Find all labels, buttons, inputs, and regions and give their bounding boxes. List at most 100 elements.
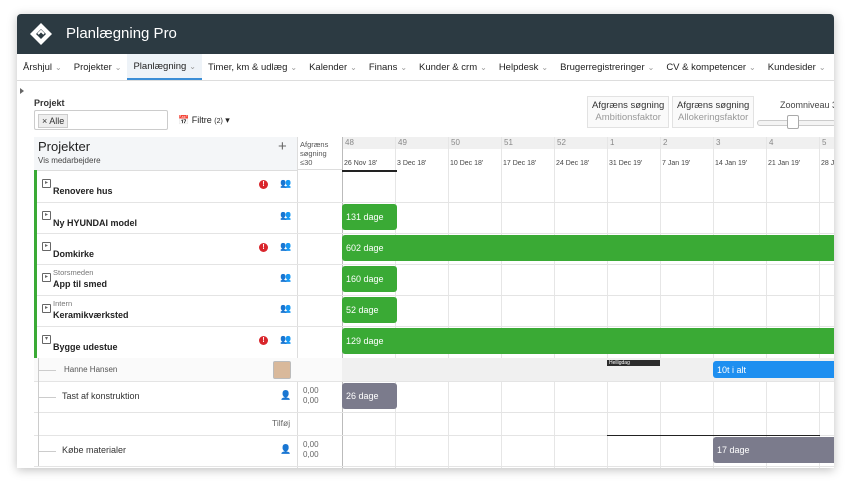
nav-item[interactable]: Rapporter & væ⌄	[832, 54, 834, 80]
avatar	[273, 361, 291, 379]
nav-item[interactable]: Kundesider ⌄	[762, 54, 832, 80]
project-name[interactable]: Renovere hus	[53, 186, 113, 196]
nav-text: Finans	[368, 61, 398, 73]
period-line	[607, 435, 820, 436]
nav-item[interactable]: Årshjul ⌄	[17, 54, 68, 80]
tree-branch	[38, 396, 56, 398]
week-date: 7 Jan 19'	[662, 160, 691, 167]
filter-count: (2)	[214, 118, 223, 125]
nav-item[interactable]: Kunder & crm ⌄	[413, 54, 493, 80]
search-button[interactable]: Afgræns søgning Ambitionsfaktor	[587, 96, 670, 128]
grid-row: ▸ Storsmeden App til smed 👥 160 dage	[34, 264, 834, 296]
hours-value: 0,00	[303, 386, 319, 395]
status-stripe	[34, 264, 37, 295]
client-name: Intern	[53, 299, 73, 308]
zoom-handle[interactable]	[787, 115, 799, 129]
nav-bar: Årshjul ⌄ Projekter ⌄ Planlægning ⌄ Timer, km …	[17, 54, 834, 81]
tag[interactable]: × Alle	[38, 114, 69, 128]
expand-icon[interactable]: ▾	[42, 335, 51, 344]
nav-text: Kalender	[309, 61, 348, 73]
nav-item[interactable]: Projekter ⌄	[68, 54, 128, 80]
nav-text: Projekter	[73, 61, 112, 73]
week-date: 28 Ja	[821, 160, 834, 167]
nav-text: Kunder & crm	[419, 61, 478, 73]
project-name[interactable]: Domkirke	[53, 249, 95, 259]
nav-item[interactable]: Timer, km & udlæg ⌄	[202, 54, 303, 80]
status-stripe	[34, 170, 37, 202]
week-date: 3 Dec 18'	[397, 160, 427, 167]
expand-icon[interactable]: ▸	[42, 179, 51, 188]
grid-row: Tilføj	[34, 412, 834, 436]
chevron: ⌄	[55, 62, 62, 72]
status-stripe	[34, 295, 37, 326]
filter-button[interactable]: 📅 Filtre (2) ▾	[178, 115, 230, 125]
column-line	[501, 137, 502, 468]
hours-value: 0,00	[303, 396, 319, 405]
nav-item[interactable]: Kalender ⌄	[303, 54, 363, 80]
button-title: Afgræns søgning	[677, 100, 750, 111]
nav-item[interactable]: Finans ⌄	[363, 54, 413, 80]
task-name[interactable]: Købe materialer	[62, 445, 127, 455]
status-stripe	[34, 326, 37, 358]
chevron: ⌄	[350, 62, 357, 72]
chevron: ⌄	[647, 62, 655, 72]
week-number: 52	[557, 138, 566, 147]
column-line	[819, 137, 820, 468]
people-icon[interactable]: 👥	[280, 303, 292, 313]
column-line	[713, 137, 714, 468]
grid-subtitle: Vis medarbejdere	[38, 156, 101, 165]
nav-item[interactable]: Planlægning ⌄	[127, 54, 202, 80]
gantt-bar[interactable]: 160 dage	[342, 266, 397, 292]
person-name: Hanne Hansen	[64, 365, 118, 374]
task-name[interactable]: Tast af konstruktion	[62, 391, 140, 401]
week-number: 4	[769, 138, 774, 147]
search-button[interactable]: Afgræns søgning Allokeringsfaktor	[672, 96, 755, 128]
week-date: 24 Dec 18'	[556, 160, 590, 167]
week-cell	[607, 137, 661, 149]
column-line	[660, 137, 661, 468]
gantt-bar[interactable]: 131 dage	[342, 204, 397, 230]
people-icon[interactable]: 👥	[280, 178, 292, 188]
button-subtitle: Allokeringsfaktor	[678, 112, 749, 123]
nav-item[interactable]: CV & kompetencer ⌄	[660, 54, 761, 80]
gantt-bar[interactable]: 26 dage	[342, 383, 397, 409]
project-name[interactable]: Bygge udestue	[53, 342, 118, 352]
grid-row: ▸ Intern Keramikværksted 👥 52 dage	[34, 295, 834, 327]
app-title: Planlægning Pro	[66, 25, 177, 42]
add-button[interactable]: +	[278, 138, 287, 155]
expand-icon[interactable]: ▸	[42, 273, 51, 282]
gantt-bar[interactable]: 17 dage	[713, 437, 834, 463]
add-task[interactable]: Tilføj	[272, 418, 291, 428]
people-icon[interactable]: 👥	[280, 210, 292, 220]
chevron: ⌄	[290, 62, 298, 72]
nav-item[interactable]: Brugerregistreringer ⌄	[554, 54, 660, 80]
gantt-bar[interactable]: 52 dage	[342, 297, 397, 323]
warning-icon: !	[259, 180, 268, 189]
people-icon[interactable]: 👥	[280, 272, 292, 282]
project-name[interactable]: Keramikværksted	[53, 310, 129, 320]
tag-remove[interactable]: ×	[42, 116, 50, 126]
project-input[interactable]: × Alle	[34, 110, 168, 130]
filter-text: Filtre	[191, 115, 212, 125]
grid-row: ▸ Renovere hus! 👥	[34, 170, 834, 203]
expand-icon[interactable]: ▸	[42, 211, 51, 220]
warning-icon: !	[259, 336, 268, 345]
project-name[interactable]: App til smed	[53, 279, 108, 289]
expand-icon[interactable]: ▸	[42, 304, 51, 313]
people-icon[interactable]: 👥	[280, 241, 292, 251]
expand-arrow[interactable]	[19, 87, 25, 95]
project-name[interactable]: Ny HYUNDAI model	[53, 218, 138, 228]
chevron: ⌄	[114, 62, 122, 72]
chevron: ⌄	[480, 62, 487, 72]
assign-icon[interactable]: 👤	[280, 444, 292, 454]
people-icon[interactable]: 👥	[280, 334, 292, 344]
gantt-bar[interactable]: 602 dage	[342, 235, 834, 261]
nav-text: Planlægning	[133, 60, 187, 72]
week-cell	[660, 137, 714, 149]
expand-icon[interactable]: ▸	[42, 242, 51, 251]
nav-item[interactable]: Helpdesk ⌄	[493, 54, 554, 80]
assign-icon[interactable]: 👤	[280, 390, 292, 400]
column-line	[554, 137, 555, 468]
gantt-bar[interactable]: 10t i alt	[713, 361, 834, 378]
gantt-bar[interactable]: 129 dage	[342, 328, 834, 354]
